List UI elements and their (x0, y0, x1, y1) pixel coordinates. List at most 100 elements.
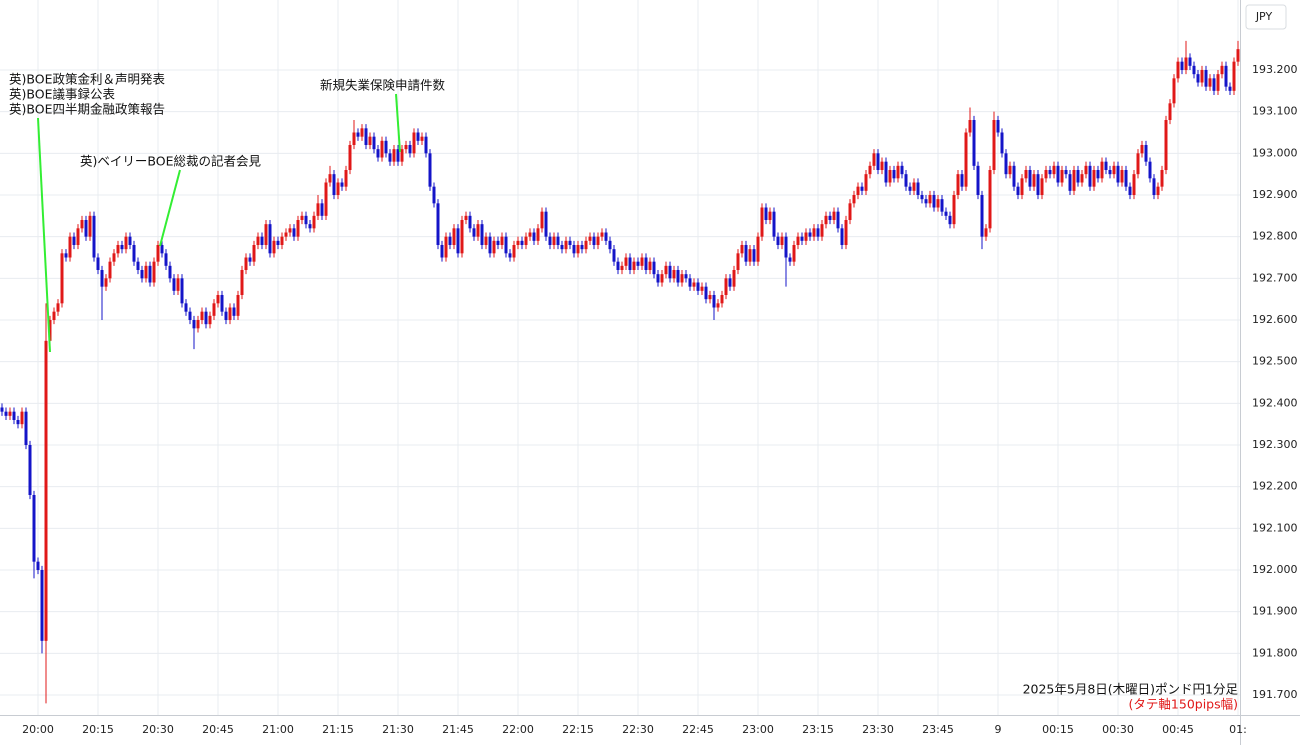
candle-body (1056, 165, 1060, 183)
candle-body (344, 170, 348, 187)
candle-body (616, 261, 620, 270)
y-tick-label: 192.500 (1252, 355, 1298, 368)
candle-body (816, 228, 820, 237)
candle-body (644, 257, 648, 270)
x-tick-label: 00:30 (1102, 723, 1134, 736)
candle-body (372, 136, 376, 150)
x-tick-label: 22:30 (622, 723, 654, 736)
candle-body (1036, 174, 1040, 195)
x-tick-label: 9 (995, 723, 1002, 736)
candle-body (320, 203, 324, 216)
candle-body (1144, 145, 1148, 162)
candle-body (208, 315, 212, 325)
candle-body (1172, 78, 1176, 104)
candle-body (112, 253, 116, 262)
candle-body (888, 170, 892, 183)
candle-body (536, 228, 540, 241)
candle-body (452, 228, 456, 245)
candle-body (128, 236, 132, 245)
candle-body (312, 215, 316, 229)
candle-body (308, 224, 312, 229)
candle-body (304, 215, 308, 225)
candle-body (1124, 170, 1128, 187)
candle-body (928, 195, 932, 204)
candle-body (1052, 165, 1056, 175)
candle-body (412, 132, 416, 154)
candle-body (4, 411, 8, 416)
candle-body (744, 245, 748, 262)
x-tick-label: 21:00 (262, 723, 294, 736)
x-tick-label: 20:00 (22, 723, 54, 736)
candle-body (100, 270, 104, 287)
candle-body (820, 224, 824, 237)
candle-body (204, 311, 208, 325)
candle-body (624, 257, 628, 266)
candle-body (464, 215, 468, 220)
candle-body (28, 445, 32, 495)
candle-body (628, 257, 632, 270)
candle-body (812, 228, 816, 237)
candle-body (1164, 120, 1168, 170)
candle-body (548, 236, 552, 245)
candle-body (1064, 170, 1068, 175)
candle-body (392, 149, 396, 162)
candle-body (84, 220, 88, 237)
candle-body (704, 286, 708, 300)
candle-body (752, 249, 756, 262)
y-tick-label: 192.200 (1252, 480, 1298, 493)
candle-body (848, 203, 852, 220)
candle-body (676, 270, 680, 283)
candle-body (516, 240, 520, 245)
candle-body (376, 149, 380, 158)
candle-body (224, 311, 228, 320)
candle-body (800, 236, 804, 241)
candle-body (488, 236, 492, 254)
candle-body (232, 307, 236, 316)
candle-body (40, 570, 44, 641)
candles (0, 40, 1240, 704)
candle-body (792, 245, 796, 262)
candle-body (680, 274, 684, 283)
candle-body (632, 261, 636, 270)
candle-body (660, 274, 664, 283)
y-tick-label: 192.100 (1252, 521, 1298, 534)
candle-body (8, 411, 12, 416)
candle-body (604, 232, 608, 241)
candle-body (832, 211, 836, 220)
candle-body (288, 228, 292, 233)
candle-body (176, 278, 180, 291)
x-tick-label: 00:15 (1042, 723, 1074, 736)
candle-body (272, 240, 276, 254)
candle-body (428, 153, 432, 187)
y-tick-label: 192.400 (1252, 396, 1298, 409)
candle-body (252, 245, 256, 262)
candle-body (1132, 174, 1136, 195)
candle-body (1152, 178, 1156, 195)
candle-body (952, 195, 956, 225)
candle-body (1004, 153, 1008, 175)
y-tick-label: 192.700 (1252, 271, 1298, 284)
candle-body (864, 174, 868, 191)
candle-body (1232, 61, 1236, 91)
candle-body (432, 186, 436, 204)
x-tick-label: 21:30 (382, 723, 414, 736)
candle-body (1112, 165, 1116, 175)
candle-body (280, 236, 284, 245)
candle-body (716, 303, 720, 308)
candle-body (836, 211, 840, 229)
candle-body (1096, 170, 1100, 179)
candle-body (508, 253, 512, 258)
candle-body (840, 228, 844, 245)
candle-body (24, 411, 28, 445)
candle-body (36, 561, 40, 570)
x-tick-label: 23:45 (922, 723, 954, 736)
candle-body (1104, 161, 1108, 170)
annotation: 英)ベイリーBOE総裁の記者会見 (80, 154, 261, 169)
candle-body (1180, 61, 1184, 70)
candle-body (544, 211, 548, 237)
candle-body (1040, 178, 1044, 195)
candle-body (540, 211, 544, 229)
candle-body (684, 274, 688, 279)
candle-body (244, 257, 248, 270)
